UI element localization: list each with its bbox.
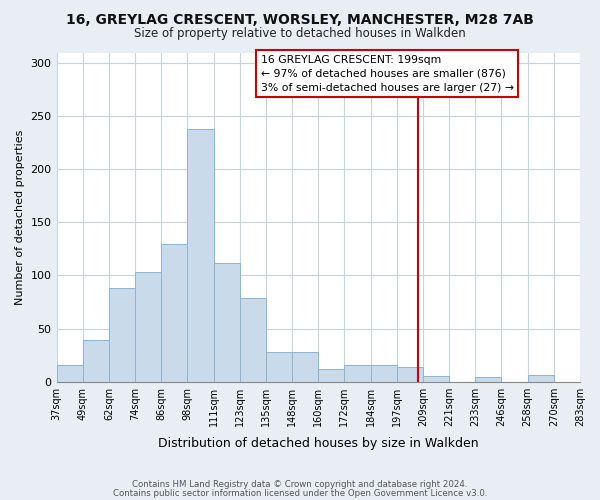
- Bar: [187, 129, 214, 382]
- Bar: [266, 352, 292, 382]
- Text: Contains public sector information licensed under the Open Government Licence v3: Contains public sector information licen…: [113, 489, 487, 498]
- Bar: [423, 376, 449, 382]
- Bar: [397, 367, 423, 382]
- X-axis label: Distribution of detached houses by size in Walkden: Distribution of detached houses by size …: [158, 437, 479, 450]
- Bar: [83, 340, 109, 382]
- Bar: [318, 369, 344, 382]
- Text: Contains HM Land Registry data © Crown copyright and database right 2024.: Contains HM Land Registry data © Crown c…: [132, 480, 468, 489]
- Bar: [214, 262, 240, 382]
- Y-axis label: Number of detached properties: Number of detached properties: [15, 130, 25, 305]
- Text: 16 GREYLAG CRESCENT: 199sqm
← 97% of detached houses are smaller (876)
3% of sem: 16 GREYLAG CRESCENT: 199sqm ← 97% of det…: [260, 54, 514, 92]
- Bar: [240, 298, 266, 382]
- Bar: [292, 352, 318, 382]
- Bar: [344, 364, 371, 382]
- Bar: [161, 244, 187, 382]
- Text: Size of property relative to detached houses in Walkden: Size of property relative to detached ho…: [134, 28, 466, 40]
- Bar: [371, 364, 397, 382]
- Text: 16, GREYLAG CRESCENT, WORSLEY, MANCHESTER, M28 7AB: 16, GREYLAG CRESCENT, WORSLEY, MANCHESTE…: [66, 12, 534, 26]
- Bar: [135, 272, 161, 382]
- Bar: [56, 364, 83, 382]
- Bar: [475, 378, 502, 382]
- Bar: [527, 376, 554, 382]
- Bar: [109, 288, 135, 382]
